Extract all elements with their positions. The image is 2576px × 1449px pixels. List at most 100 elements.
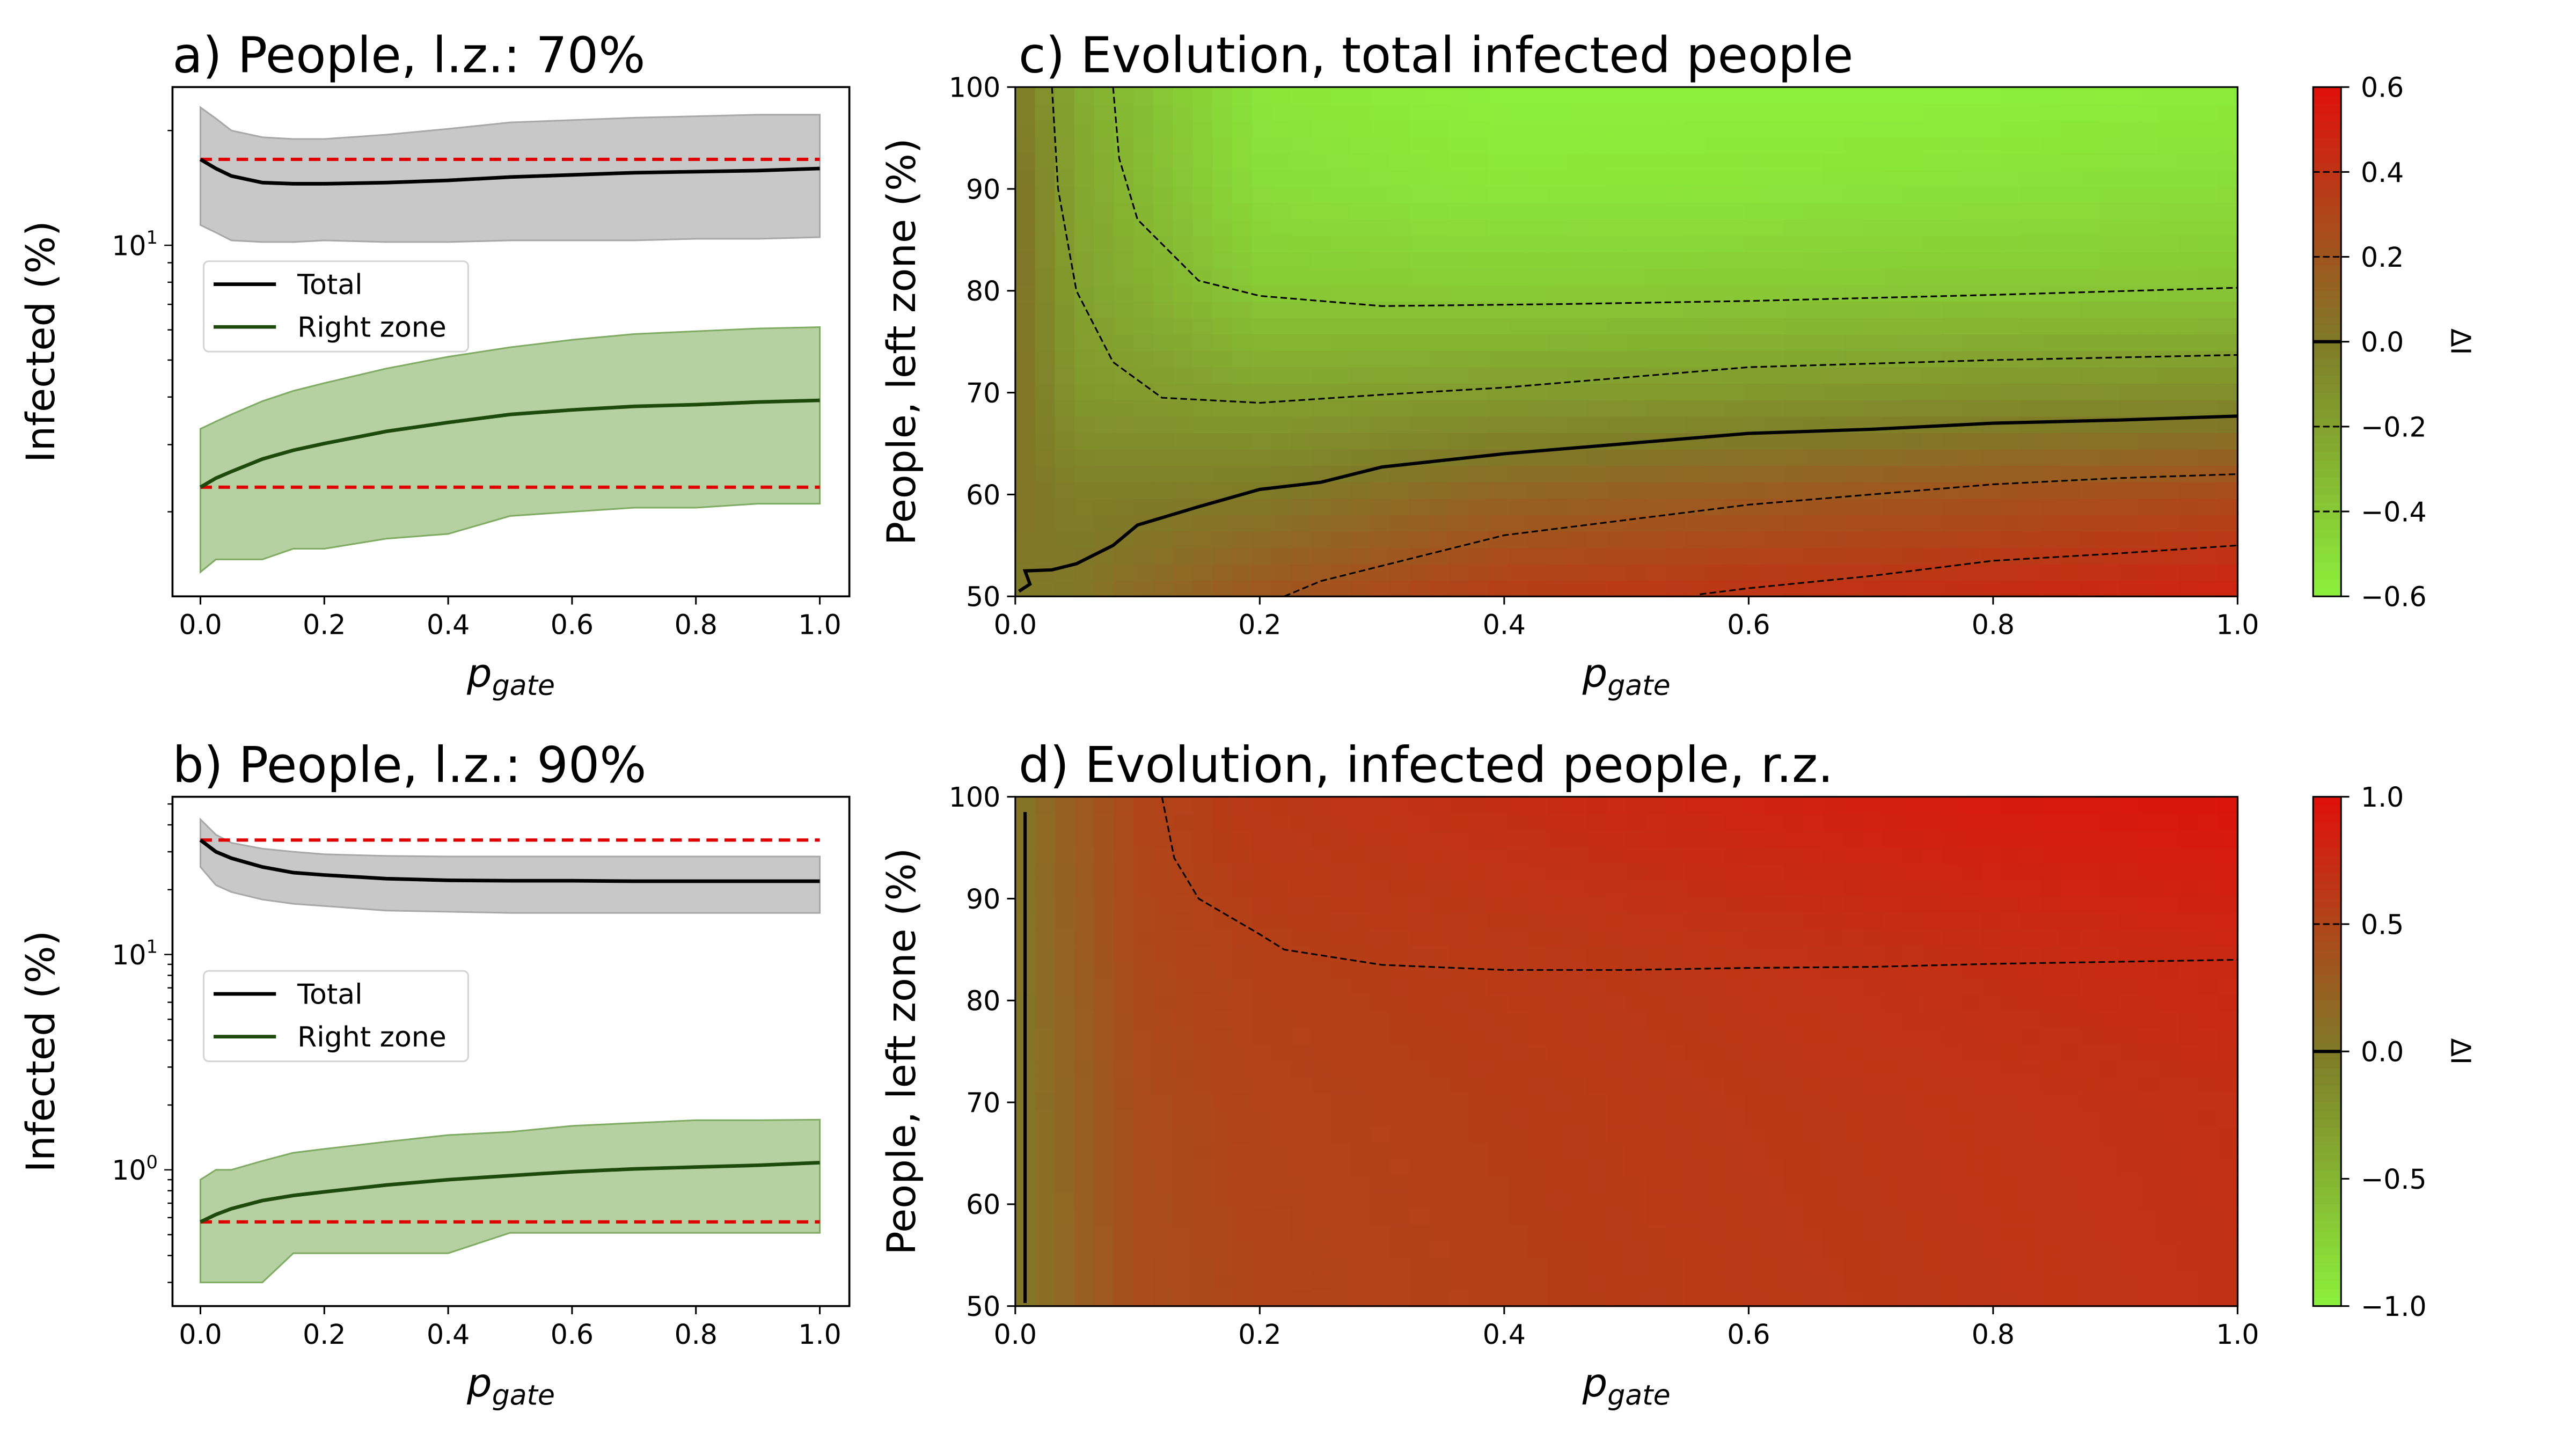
plot-frame: [171, 795, 851, 1307]
heatmap-cell: [1252, 829, 1273, 847]
heatmap-cell: [1863, 1092, 1884, 1110]
heatmap-cell: [2021, 1208, 2041, 1225]
heatmap-cell: [1587, 928, 1608, 946]
heatmap-cell: [1330, 928, 1352, 946]
heatmap-cell: [1823, 977, 1845, 995]
heatmap-cell: [1527, 317, 1549, 335]
heatmap-cell: [1981, 846, 2002, 863]
heatmap-cell: [1705, 977, 1726, 995]
heatmap-cell: [1883, 235, 1904, 253]
heatmap-cell: [1764, 333, 1785, 351]
heatmap-cell: [1902, 1141, 1923, 1159]
heatmap-cell: [1902, 136, 1923, 154]
heatmap-cell: [1626, 1174, 1648, 1192]
heatmap-cell: [1587, 994, 1608, 1012]
heatmap-cell: [1587, 530, 1608, 548]
heatmap-cell: [1883, 399, 1904, 417]
heatmap-cell: [1291, 87, 1312, 105]
heatmap-cell: [1449, 366, 1470, 384]
colorbar-segment: [2313, 392, 2341, 402]
x-tick-label: 0.2: [303, 1319, 346, 1350]
colorbar-segment: [2313, 570, 2341, 581]
heatmap-cell: [2080, 333, 2101, 351]
heatmap-cell: [1389, 796, 1411, 815]
heatmap-cell: [1883, 103, 1904, 121]
heatmap-cell: [1212, 218, 1233, 236]
heatmap-cell: [1212, 530, 1233, 548]
heatmap-cell: [1942, 514, 1963, 532]
heatmap-cell: [2119, 1224, 2140, 1242]
heatmap-cell: [1804, 1273, 1825, 1291]
heatmap-cell: [1646, 1092, 1667, 1110]
heatmap-cell: [1094, 284, 1115, 302]
heatmap-cell: [1311, 120, 1332, 137]
heatmap-cell: [1942, 284, 1963, 302]
heatmap-cell: [1685, 399, 1707, 417]
heatmap-cell: [1074, 1125, 1095, 1143]
heatmap-cell: [2158, 1240, 2180, 1258]
heatmap-cell: [1547, 911, 1569, 930]
heatmap-cell: [1626, 1141, 1648, 1159]
heatmap-cell: [1291, 994, 1312, 1012]
heatmap-cell: [1153, 350, 1174, 368]
heatmap-cell: [1429, 911, 1450, 930]
heatmap-cell: [1330, 185, 1352, 203]
heatmap-cell: [1567, 103, 1588, 121]
heatmap-cell: [1192, 333, 1214, 351]
heatmap-cell: [2198, 580, 2219, 598]
heatmap-cell: [2158, 1224, 2180, 1242]
colorbar-segment: [2313, 426, 2341, 436]
colorbar-segment: [2313, 822, 2341, 832]
heatmap-cell: [2001, 796, 2022, 815]
heatmap-cell: [1902, 1208, 1923, 1225]
heatmap-cell: [1311, 813, 1332, 831]
heatmap-cell: [1291, 829, 1312, 847]
heatmap-cell: [1685, 911, 1707, 930]
heatmap-cell: [1192, 580, 1214, 598]
heatmap-cell: [1823, 1224, 1845, 1242]
heatmap-cell: [1055, 399, 1075, 417]
heatmap-cell: [1015, 530, 1036, 548]
heatmap-cell: [2139, 465, 2160, 482]
heatmap-cell: [1547, 399, 1569, 417]
heatmap-cell: [1153, 1141, 1174, 1159]
heatmap-cell: [2218, 1273, 2239, 1291]
heatmap-cell: [1902, 251, 1923, 269]
x-tick-label: 0.8: [675, 609, 718, 641]
heatmap-cell: [1291, 415, 1312, 433]
heatmap-cell: [1449, 829, 1470, 847]
heatmap-cell: [1725, 317, 1746, 335]
heatmap-cell: [1567, 1092, 1588, 1110]
heatmap-cell: [1823, 1141, 1845, 1159]
heatmap-cell: [1192, 1224, 1214, 1242]
heatmap-cell: [1823, 530, 1845, 548]
heatmap-cell: [1764, 1092, 1785, 1110]
heatmap-cell: [2178, 136, 2199, 154]
heatmap-cell: [2158, 796, 2180, 815]
heatmap-cell: [1883, 448, 1904, 466]
heatmap-cell: [1409, 945, 1431, 962]
heatmap-cell: [1271, 1076, 1292, 1094]
heatmap-cell: [2021, 136, 2041, 154]
heatmap-cell: [1646, 481, 1667, 499]
heatmap-cell: [1981, 1273, 2002, 1291]
heatmap-cell: [1074, 1027, 1095, 1044]
heatmap-cell: [1547, 1092, 1569, 1110]
heatmap-cell: [1883, 366, 1904, 384]
heatmap-cell: [1350, 829, 1371, 847]
heatmap-cell: [1271, 1174, 1292, 1192]
heatmap-cell: [1389, 1043, 1411, 1061]
heatmap-cell: [1666, 202, 1687, 219]
heatmap-cell: [1449, 218, 1470, 236]
heatmap-cell: [1804, 961, 1825, 979]
heatmap-cells: [1015, 796, 2239, 1307]
heatmap-cell: [2198, 1141, 2219, 1159]
heatmap-cell: [1567, 120, 1588, 137]
heatmap-cell: [1488, 580, 1510, 598]
heatmap-cell: [1271, 862, 1292, 880]
heatmap-cell: [1350, 284, 1371, 302]
heatmap-cell: [2198, 1174, 2219, 1192]
heatmap-cell: [1449, 1027, 1470, 1044]
heatmap-cell: [1074, 1059, 1095, 1077]
colorbar-segment: [2313, 1161, 2341, 1172]
